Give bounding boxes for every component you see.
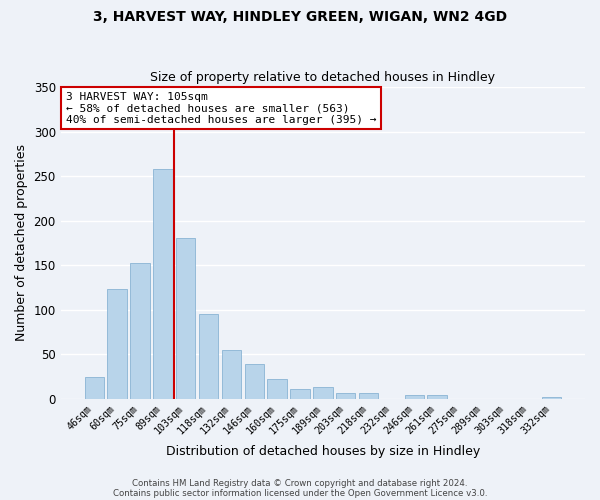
Text: 3, HARVEST WAY, HINDLEY GREEN, WIGAN, WN2 4GD: 3, HARVEST WAY, HINDLEY GREEN, WIGAN, WN… <box>93 10 507 24</box>
Bar <box>245 364 264 399</box>
Bar <box>404 395 424 399</box>
Bar <box>199 314 218 399</box>
Bar <box>153 169 173 399</box>
Bar <box>290 389 310 399</box>
X-axis label: Distribution of detached houses by size in Hindley: Distribution of detached houses by size … <box>166 444 480 458</box>
Bar <box>130 264 149 399</box>
Bar <box>176 238 196 399</box>
Bar <box>336 394 355 399</box>
Text: 3 HARVEST WAY: 105sqm
← 58% of detached houses are smaller (563)
40% of semi-det: 3 HARVEST WAY: 105sqm ← 58% of detached … <box>66 92 376 125</box>
Y-axis label: Number of detached properties: Number of detached properties <box>15 144 28 342</box>
Bar <box>85 378 104 399</box>
Text: Contains HM Land Registry data © Crown copyright and database right 2024.: Contains HM Land Registry data © Crown c… <box>132 478 468 488</box>
Bar <box>107 289 127 399</box>
Bar <box>359 394 378 399</box>
Bar <box>221 350 241 399</box>
Text: Contains public sector information licensed under the Open Government Licence v3: Contains public sector information licen… <box>113 488 487 498</box>
Bar <box>313 387 332 399</box>
Bar <box>268 379 287 399</box>
Bar <box>542 397 561 399</box>
Bar <box>427 395 447 399</box>
Title: Size of property relative to detached houses in Hindley: Size of property relative to detached ho… <box>151 72 496 85</box>
